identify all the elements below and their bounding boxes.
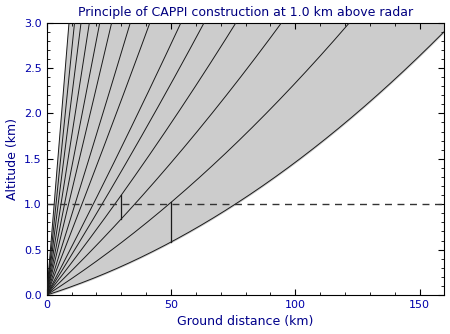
Y-axis label: Altitude (km): Altitude (km) [5, 118, 18, 200]
Title: Principle of CAPPI construction at 1.0 km above radar: Principle of CAPPI construction at 1.0 k… [78, 6, 413, 19]
X-axis label: Ground distance (km): Ground distance (km) [177, 315, 314, 328]
